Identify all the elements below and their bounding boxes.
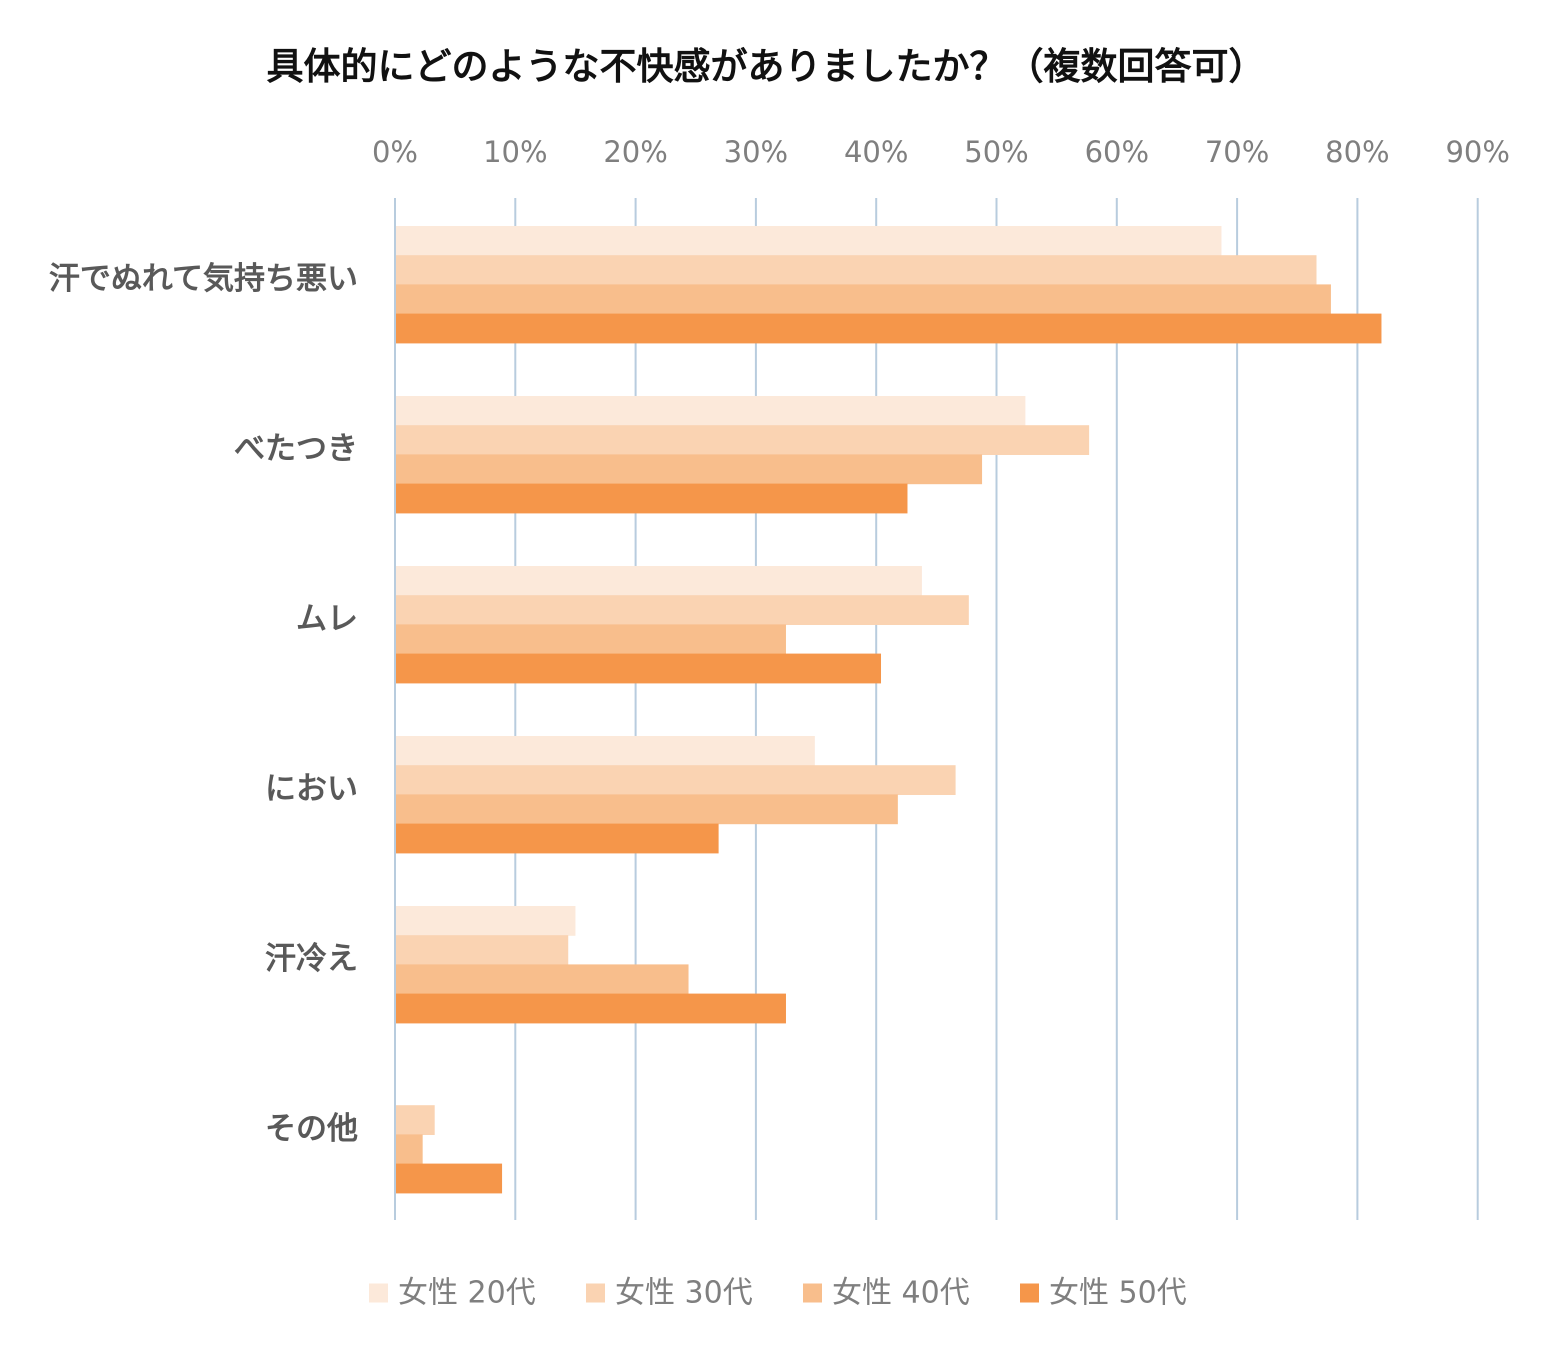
- bar-4-series-2: [396, 765, 956, 795]
- legend-swatch: [803, 1283, 822, 1303]
- bar-4-series-4: [396, 823, 719, 854]
- bars: [396, 226, 1382, 1194]
- bar-3-series-1: [396, 566, 922, 596]
- bar-3-series-3: [396, 624, 786, 655]
- bar-1-series-4: [396, 313, 1382, 344]
- legend-label: 女性 40代: [832, 1276, 970, 1311]
- bar-1-series-1: [396, 226, 1222, 256]
- x-tick-label: 90%: [1445, 135, 1509, 169]
- bar-2-series-1: [396, 396, 1026, 426]
- bar-1-series-3: [396, 284, 1331, 315]
- legend-item: 女性 30代: [586, 1276, 753, 1311]
- x-tick-label: 60%: [1085, 135, 1149, 169]
- x-tick-label: 50%: [964, 135, 1028, 169]
- legend-item: 女性 20代: [369, 1276, 536, 1311]
- category-label: におい: [265, 771, 358, 807]
- x-axis-tick-labels: 0% 10% 20% 30% 40% 50% 60% 70% 80% 90%: [372, 135, 1510, 169]
- bar-4-series-1: [396, 736, 815, 766]
- bar-3-series-2: [396, 595, 969, 625]
- category-label: 汗でぬれて気持ち悪い: [49, 261, 358, 297]
- bar-5-series-2: [396, 935, 569, 965]
- bar-5-series-1: [396, 906, 576, 936]
- bar-2-series-4: [396, 483, 908, 514]
- bar-4-series-3: [396, 794, 898, 825]
- chart-title: 具体的にどのような不快感がありましたか？（複数回答可）: [267, 45, 1266, 88]
- category-label: べたつき: [234, 431, 358, 467]
- x-tick-label: 20%: [603, 135, 667, 169]
- bar-5-series-4: [396, 993, 786, 1024]
- x-tick-label: 80%: [1325, 135, 1389, 169]
- legend-swatch: [1020, 1283, 1039, 1303]
- legend-swatch: [586, 1283, 605, 1303]
- legend-label: 女性 50代: [1049, 1276, 1187, 1311]
- bar-5-series-3: [396, 964, 689, 995]
- bar-3-series-4: [396, 653, 882, 684]
- category-label: その他: [265, 1111, 358, 1147]
- legend-item: 女性 50代: [1020, 1276, 1187, 1311]
- legend: 女性 20代 女性 30代 女性 40代 女性 50代: [369, 1276, 1187, 1311]
- category-label: ムレ: [296, 601, 358, 637]
- x-tick-label: 30%: [724, 135, 788, 169]
- bar-6-series-4: [396, 1163, 503, 1194]
- category-label: 汗冷え: [265, 941, 358, 977]
- gridlines: [394, 198, 1479, 1220]
- legend-label: 女性 20代: [398, 1276, 536, 1311]
- x-tick-label: 40%: [844, 135, 908, 169]
- legend-swatch: [369, 1283, 388, 1303]
- bar-1-series-2: [396, 255, 1317, 285]
- x-tick-label: 10%: [483, 135, 547, 169]
- bar-2-series-2: [396, 425, 1090, 455]
- bar-2-series-3: [396, 454, 983, 485]
- legend-label: 女性 30代: [615, 1276, 753, 1311]
- legend-item: 女性 40代: [803, 1276, 970, 1311]
- x-tick-label: 70%: [1205, 135, 1269, 169]
- bar-6-series-2: [396, 1105, 435, 1135]
- x-tick-label: 0%: [372, 135, 418, 169]
- bar-6-series-3: [396, 1134, 423, 1165]
